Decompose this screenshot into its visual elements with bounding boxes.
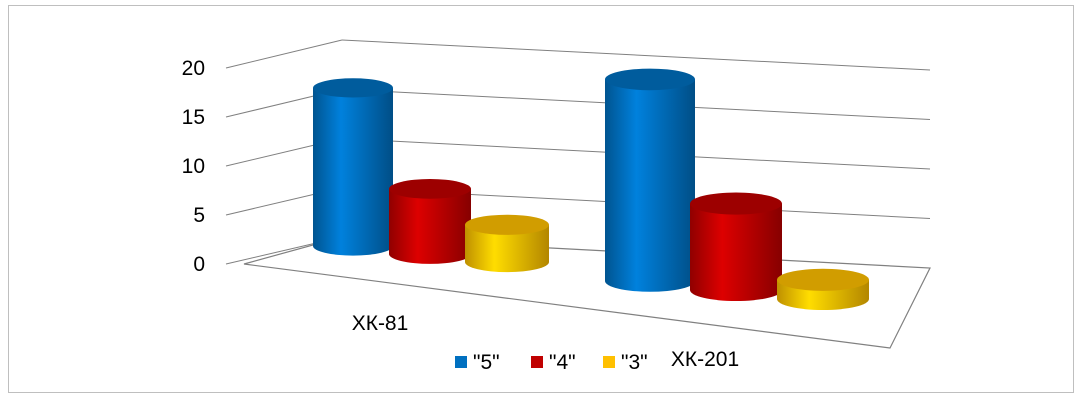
bar-body (313, 87, 393, 256)
bar-2-series-1 (605, 68, 695, 292)
gridline-side (225, 39, 343, 69)
bar-top (389, 179, 471, 199)
bar-body (690, 203, 782, 302)
bar-body (605, 79, 695, 292)
bar-top (313, 78, 393, 98)
legend-swatch-5 (455, 356, 467, 368)
bar-1-series-2 (389, 179, 471, 264)
bar-1-series-3 (465, 214, 549, 273)
bars (313, 68, 869, 311)
legend-swatch-4 (531, 356, 543, 368)
y-axis-ticks: 0 5 10 15 20 (182, 57, 205, 276)
bar-2-series-2 (690, 192, 782, 302)
legend-swatch-3 (603, 356, 615, 368)
bar-top (690, 192, 782, 215)
legend-label-4: "4" (549, 351, 576, 374)
bar-body (465, 224, 549, 273)
bar-1-series-1 (313, 78, 393, 256)
legend-label-3: "3" (621, 351, 648, 374)
bar-top (777, 268, 869, 291)
category-label-2: ХК-201 (671, 348, 739, 371)
y-tick-label: 15 (182, 106, 205, 129)
bar-2-series-3 (777, 268, 869, 311)
gridline-back (341, 39, 931, 71)
bar-top (605, 68, 695, 91)
y-tick-label: 5 (193, 204, 205, 227)
legend-label-5: "5" (473, 351, 500, 374)
bar-body (389, 188, 471, 264)
category-label-1: ХК-81 (352, 312, 409, 335)
y-tick-label: 0 (193, 253, 205, 276)
y-tick-label: 10 (182, 155, 205, 178)
bar-top (465, 214, 549, 235)
legend: "5" "4" "3" (455, 351, 648, 374)
y-tick-label: 20 (182, 57, 205, 80)
